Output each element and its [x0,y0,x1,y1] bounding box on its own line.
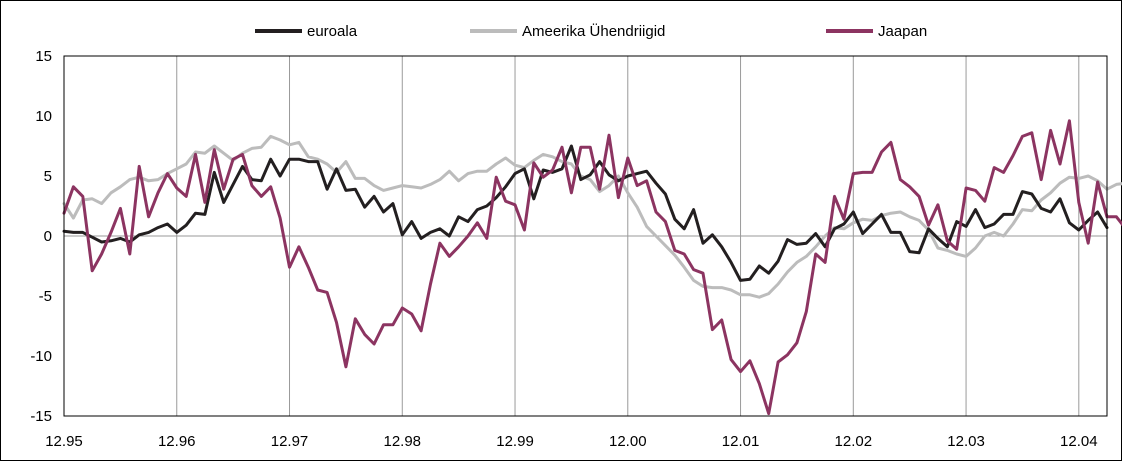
x-tick-label: 12.04 [1060,433,1098,450]
y-axis-tick-labels: 15 10 5 0 -5 -10 -15 [30,48,52,425]
x-tick-label: 12.97 [271,433,309,450]
y-tick-label: -5 [39,288,52,305]
x-tick-label: 12.02 [835,433,873,450]
x-tick-label: 12.03 [947,433,985,450]
y-tick-label: -15 [30,408,52,425]
series-lines [62,119,1122,416]
y-tick-label: -10 [30,348,52,365]
y-tick-label: 0 [44,228,52,245]
x-tick-label: 12.98 [383,433,421,450]
y-tick-label: 15 [35,48,52,65]
plot-area-frame [63,55,1108,417]
x-tick-label: 12.95 [45,433,83,450]
y-tick-label: 5 [44,168,52,185]
x-tick-label: 12.99 [496,433,534,450]
legend-label: Jaapan [878,23,927,40]
x-tick-label: 12.00 [609,433,647,450]
y-tick-label: 10 [35,108,52,125]
series-line-euroala [62,144,1109,282]
legend-label: euroala [307,23,358,40]
x-axis-tick-labels: 12.95 12.96 12.97 12.98 12.99 12.00 12.01 12.02… [45,433,1097,450]
x-tick-label: 12.96 [158,433,196,450]
x-tick-label: 12.01 [722,433,760,450]
series-line-jaapan [62,119,1122,416]
legend-label: Ameerika Ühendriigid [522,22,665,40]
legend: euroala Ameerika Ühendriigid Jaapan [255,22,927,40]
